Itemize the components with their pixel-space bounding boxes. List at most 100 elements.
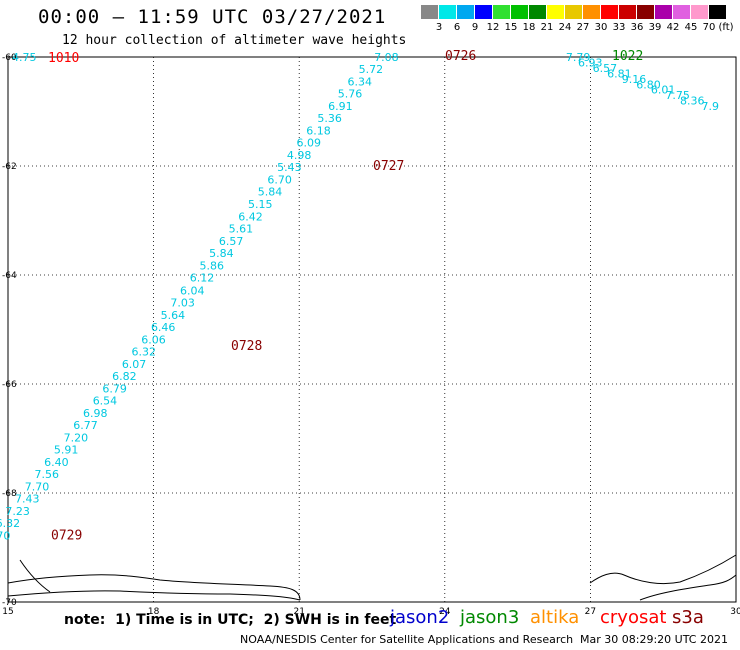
sat-s3a: s3a [672,607,704,628]
scale-unit: (ft) [718,22,734,33]
scale-label: 70 [702,22,716,33]
swh-value: 5.91 [54,443,79,456]
swh-value: 6.82 [112,370,137,383]
swh-value: 6.91 [328,100,353,113]
swh-value: 6.34 [348,76,373,89]
time-label: 1010 [48,51,79,66]
sat-jason3: jason3 [460,607,520,628]
swh-value: 7.20 [64,431,89,444]
swh-value: 7.9 [702,100,720,113]
swh-value: 7.75 [665,89,690,102]
swh-value: 6.93 [578,56,603,69]
lon-tick-label: 18 [148,607,160,617]
time-label: 0728 [231,339,262,354]
swh-value: 8.36 [680,95,705,108]
swh-value: 6.57 [219,235,244,248]
footer-note: note: 1) Time is in UTC; 2) SWH is in fe… [64,612,397,628]
scale-label: 39 [648,22,662,33]
page-subtitle: 12 hour collection of altimeter wave hei… [62,33,407,48]
page-title: 00:00 – 11:59 UTC 03/27/2021 [38,6,387,28]
scale-label: 12 [486,22,500,33]
grid-lines [8,57,736,602]
scale-swatch [457,5,474,19]
swh-value: 5.64 [161,309,186,322]
time-label: 0729 [51,529,82,544]
scale-swatch [691,5,708,19]
scale-swatch [421,5,438,19]
swh-value: 6.80 [636,78,661,91]
swh-value: 7.56 [34,468,59,481]
scale-swatch [637,5,654,19]
lon-tick-label: 21 [293,607,304,617]
sat-altika: altika [530,607,580,628]
scale-swatch [529,5,546,19]
time-label: 0727 [373,159,404,174]
lat-tick-label: -70 [2,598,17,608]
lat-tick-label: -62 [2,162,17,172]
swh-value: 6.46 [151,321,176,334]
scale-label: 18 [522,22,536,33]
swh-value: 7.03 [170,296,195,309]
swh-value: 5.76 [338,88,363,101]
scale-swatch [439,5,456,19]
swh-value: 6.81 [607,67,632,80]
scale-label: 6 [453,22,461,33]
swh-value: 4.70 [0,530,10,543]
scale-swatch [655,5,672,19]
scale-swatch [583,5,600,19]
swh-value: 6.57 [593,62,618,75]
swh-value: 5.72 [359,63,384,76]
swh-value: 6.98 [83,407,108,420]
lat-tick-label: -68 [2,489,17,499]
swh-value: 7.23 [5,505,30,518]
scale-label: 27 [576,22,590,33]
lon-tick-label: 15 [2,607,13,617]
coastline [7,554,737,601]
scale-label: 45 [684,22,698,33]
swh-value: 7.70 [25,480,50,493]
scale-label: 33 [612,22,626,33]
generation-timestamp: Mar 30 08:29:20 UTC 2021 [580,633,728,646]
swh-value: 9.16 [622,73,647,86]
scale-label: 30 [594,22,608,33]
lat-tick-label: -60 [2,53,17,63]
scale-swatch [547,5,564,19]
swh-value: 6.42 [238,211,263,224]
scale-swatch [709,5,726,19]
sat-jason2: jason2 [390,607,450,628]
swh-value: 6.09 [297,137,322,150]
swh-value: 6.07 [122,358,147,371]
swh-value: 6.77 [73,419,98,432]
sat-cryosat: cryosat [600,607,667,628]
swh-value: 6.18 [306,125,331,138]
scale-swatch [673,5,690,19]
swh-value: 6.32 [132,345,157,358]
swh-value: 6.06 [141,333,166,346]
scale-label: 9 [471,22,479,33]
swh-value: 5.84 [258,186,283,199]
swh-value: 5.84 [209,247,234,260]
time-labels: 1010 0727 0728 0729 0726 1022 [48,49,643,544]
time-label: 1022 [612,49,643,64]
swh-value: 6.04 [180,284,205,297]
time-label: 0726 [445,49,476,64]
scale-swatch [475,5,492,19]
scale-label: 21 [540,22,554,33]
lon-tick-label: 24 [439,607,451,617]
scale-label: 36 [630,22,644,33]
swh-value: 6.70 [267,174,292,187]
map-frame [7,56,737,603]
scale-swatch [565,5,582,19]
swh-value: 7.08 [374,51,399,64]
swh-value: 6.40 [44,456,69,469]
scale-swatch [601,5,618,19]
lon-tick-label: 30 [730,607,740,617]
swh-value: 7.79 [566,51,591,64]
swh-value: 6.01 [651,84,676,97]
swh-value: 5.86 [199,260,224,273]
altimeter-tracks: 7.085.726.345.766.915.366.186.094.985.43… [0,51,719,543]
scale-label: 3 [435,22,443,33]
swh-value: 6.12 [190,272,215,285]
scale-label: 24 [558,22,572,33]
